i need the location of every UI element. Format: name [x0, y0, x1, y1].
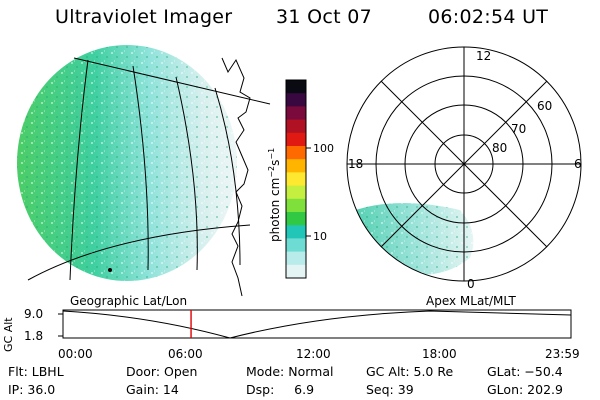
altitude-frame — [62, 309, 572, 339]
mlt-label-12: 12 — [476, 49, 491, 63]
coast-mark — [108, 268, 112, 272]
ip-value: IP: 36.0 — [8, 382, 56, 397]
colorbar-swatch — [286, 172, 306, 187]
alt-tick-high: 9.0 — [24, 307, 43, 321]
earth-disk — [17, 45, 237, 281]
time-tick-1800: 18:00 — [422, 347, 457, 361]
mlt-label-18: 18 — [348, 157, 363, 171]
colorbar-swatch — [286, 106, 306, 121]
latlon-grid — [27, 57, 271, 281]
geographic-image: 12 18 6 0 60 70 80 100 10 photon cm−2s−1 — [17, 45, 582, 297]
time-tick-0600: 06:00 — [168, 347, 203, 361]
geographic-label: Geographic Lat/Lon — [70, 294, 188, 308]
colorbar-swatch — [286, 80, 306, 94]
filter-value: Flt: LBHL — [8, 364, 64, 379]
mlt-label-0: 0 — [467, 277, 475, 291]
colorbar-label: photon cm−2s−1 — [267, 148, 282, 242]
door-value: Door: Open — [126, 364, 198, 379]
observation-time: 06:02:54 UT — [428, 6, 549, 28]
alt-tick-low: 1.8 — [24, 329, 43, 343]
dsp-value: Dsp: 6.9 — [246, 382, 315, 397]
altitude-plot: GC Alt 9.0 1.8 00:00 06:00 12:00 18:00 2… — [2, 307, 580, 361]
colorbar-swatch — [286, 93, 306, 107]
colorbar-swatch — [286, 251, 306, 266]
altitude-curve — [62, 310, 572, 339]
time-tick-0000: 00:00 — [58, 347, 93, 361]
colorbar-swatch — [286, 238, 306, 253]
colorbar-swatch — [286, 264, 306, 279]
colorbar-swatch — [286, 185, 306, 200]
observation-date: 31 Oct 07 — [276, 6, 372, 28]
lat-label-70: 70 — [511, 122, 526, 136]
colorbar-swatch — [286, 119, 306, 134]
colorbar-ticks — [306, 147, 311, 237]
apex-label: Apex MLat/MLT — [426, 294, 516, 308]
colorbar-swatch — [286, 225, 306, 239]
instrument-title: Ultraviolet Imager — [55, 6, 233, 28]
time-tick-2359: 23:59 — [545, 347, 580, 361]
colorbar-swatch — [286, 146, 306, 160]
gain-value: Gain: 14 — [126, 382, 179, 397]
mode-value: Mode: Normal — [246, 364, 334, 379]
glon-value: GLon: 202.9 — [487, 382, 563, 397]
colorbar-frame — [285, 79, 307, 279]
mlt-label-6: 6 — [574, 157, 582, 171]
colorbar-tick-100: 100 — [313, 142, 334, 155]
lat-label-60: 60 — [537, 99, 552, 113]
gc-alt-axis-label: GC Alt — [2, 317, 15, 352]
coastline — [221, 57, 251, 297]
colorbar-swatch — [286, 132, 306, 147]
polar-grid — [346, 46, 582, 282]
colorbar — [286, 80, 306, 279]
aurora-oval — [350, 202, 474, 275]
seq-value: Seq: 39 — [366, 382, 414, 397]
time-tick-1200: 12:00 — [296, 347, 331, 361]
glat-value: GLat: −50.4 — [487, 364, 563, 379]
colorbar-swatch — [286, 159, 306, 173]
lat-label-80: 80 — [492, 141, 507, 155]
gc-alt-value: GC Alt: 5.0 Re — [366, 364, 454, 379]
colorbar-swatch — [286, 212, 306, 226]
colorbar-tick-10: 10 — [313, 230, 327, 243]
colorbar-swatch — [286, 198, 306, 213]
